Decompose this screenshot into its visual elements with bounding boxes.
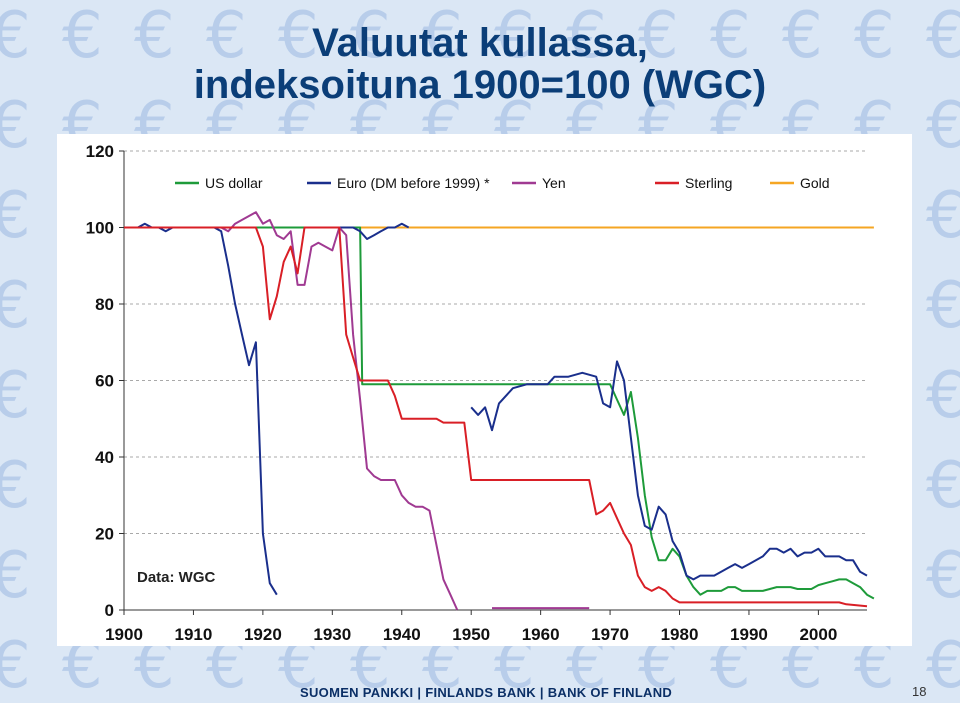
y-tick-label: 80	[95, 295, 114, 314]
x-tick-label: 1950	[452, 625, 490, 644]
y-tick-label: 0	[105, 601, 114, 620]
euro-sign-icon: €	[926, 449, 960, 523]
euro-sign-icon: €	[0, 359, 31, 433]
euro-sign-icon: €	[926, 359, 960, 433]
x-tick-label: 1930	[313, 625, 351, 644]
euro-sign-icon: €	[926, 629, 960, 703]
slide-title: Valuutat kullassa, indeksoituna 1900=100…	[0, 22, 960, 106]
x-tick-label: 1990	[730, 625, 768, 644]
euro-sign-icon: €	[926, 179, 960, 253]
x-tick-label: 1980	[661, 625, 699, 644]
y-tick-label: 120	[86, 142, 114, 161]
legend-label: Yen	[542, 175, 566, 191]
series-line	[470, 360, 868, 581]
euro-sign-icon: €	[926, 539, 960, 613]
euro-sign-icon: €	[0, 449, 31, 523]
legend-label: US dollar	[205, 175, 263, 191]
euro-sign-icon: €	[926, 269, 960, 343]
y-tick-label: 40	[95, 448, 114, 467]
legend-label: Euro (DM before 1999) *	[337, 175, 490, 191]
euro-sign-icon: €	[0, 179, 31, 253]
y-tick-label: 20	[95, 525, 114, 544]
axes: 0 20 40 60 80 100 120 1900 1910 1920 1930 1940 1950 1…	[86, 142, 867, 644]
legend-label: Gold	[800, 175, 830, 191]
slide-title-line-2: indeksoituna 1900=100 (WGC)	[193, 63, 767, 107]
legend: US dollar Euro (DM before 1999) * Yen Sterl…	[175, 175, 830, 191]
x-tick-label: 1960	[522, 625, 560, 644]
line-chart: 0 20 40 60 80 100 120 1900 1910 1920 1930 1940 1950 1…	[86, 142, 875, 644]
y-tick-label: 60	[95, 372, 114, 391]
page-number: 18	[912, 684, 927, 699]
euro-sign-icon: €	[0, 539, 31, 613]
series-line	[124, 226, 875, 600]
x-tick-label: 1910	[175, 625, 213, 644]
legend-label: Sterling	[685, 175, 732, 191]
euro-sign-icon: €	[0, 269, 31, 343]
footer-bank-name: SUOMEN PANKKI | FINLANDS BANK | BANK OF …	[300, 685, 673, 700]
x-tick-label: 1900	[105, 625, 143, 644]
euro-sign-icon: €	[0, 629, 31, 703]
series-line	[124, 222, 278, 596]
x-tick-label: 1940	[383, 625, 421, 644]
x-tick-label: 2000	[799, 625, 837, 644]
gridlines	[124, 150, 867, 534]
x-tick-label: 1920	[244, 625, 282, 644]
slide-title-line-1: Valuutat kullassa,	[312, 21, 648, 65]
series-line	[124, 226, 868, 608]
x-tick-label: 1970	[591, 625, 629, 644]
series-line	[124, 211, 459, 611]
data-source-annotation: Data: WGC	[137, 569, 216, 586]
y-tick-label: 100	[86, 219, 114, 238]
series-lines	[124, 211, 875, 611]
series-line	[332, 222, 410, 240]
chart-panel: 0 20 40 60 80 100 120 1900 1910 1920 1930 1940 1950 1…	[57, 134, 912, 646]
